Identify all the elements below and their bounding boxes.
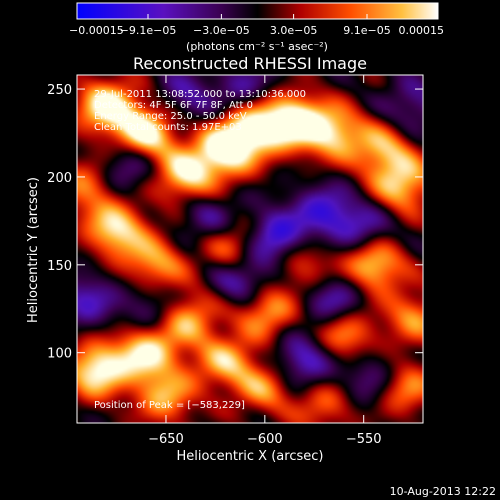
colorbar-tick-label: −3.0e−05: [193, 24, 250, 37]
colorbar: [76, 2, 439, 20]
y-tick-label: 100: [47, 347, 72, 362]
annotation-clean: Clean Total counts: 1.97E+03: [94, 122, 242, 133]
y-tick-label: 200: [47, 171, 72, 186]
annotation-energy: Energy Range: 25.0 - 50.0 keV: [94, 111, 247, 122]
colorbar-tick-label: −0.00015: [69, 24, 124, 37]
y-tick-label: 250: [47, 83, 72, 98]
annotation-block: 29-Jul-2011 13:08:52.000 to 13:10:36.000…: [94, 89, 306, 133]
colorbar-tick-label: −9.1e−05: [120, 24, 177, 37]
axis-ticks: −650 −600 −550 100 150 200 250: [47, 75, 423, 447]
colorbar-unit-label: (photons cm⁻² s⁻¹ asec⁻²): [186, 40, 328, 53]
x-tick-label: −650: [148, 432, 184, 447]
colorbar-ticks: −0.00015−9.1e−05 −3.0e−05 3.0e−05 9.1e−05 0.…: [69, 14, 444, 37]
colorbar-tick-label: 3.0e−05: [270, 24, 317, 37]
y-tick-label: 150: [47, 259, 72, 274]
x-axis-label: Heliocentric X (arcsec): [177, 449, 324, 464]
render-timestamp: 10-Aug-2013 12:22: [390, 485, 496, 498]
colorbar-tick-label: 9.1e−05: [343, 24, 390, 37]
peak-position-label: Position of Peak = [−583,229]: [94, 400, 245, 411]
x-tick-label: −600: [247, 432, 283, 447]
colorbar-tick-label: 0.00015: [399, 24, 445, 37]
x-tick-label: −550: [346, 432, 382, 447]
chart-title: Reconstructed RHESSI Image: [133, 54, 367, 73]
y-axis-label: Heliocentric Y (arcsec): [26, 177, 41, 323]
heatmap-image: [77, 75, 423, 423]
plot-frame: [76, 74, 424, 424]
annotation-detectors: Detectors: 4F 5F 6F 7F 8F, Att 0: [94, 100, 253, 111]
annotation-time: 29-Jul-2011 13:08:52.000 to 13:10:36.000: [94, 89, 306, 100]
